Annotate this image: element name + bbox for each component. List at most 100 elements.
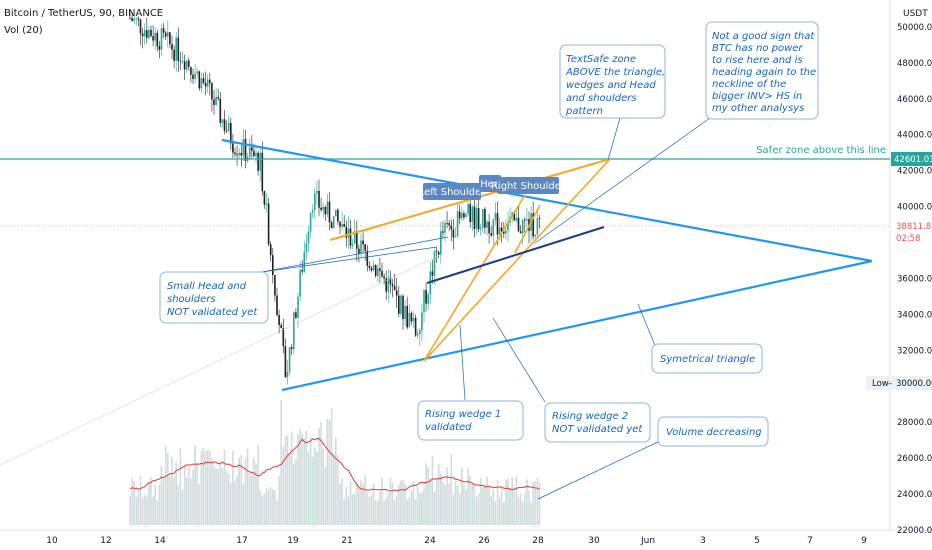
volume-bar (221, 468, 224, 525)
candle-body (482, 208, 484, 228)
volume-bar (377, 500, 379, 525)
candle-body (404, 305, 406, 320)
volume-bar (500, 485, 503, 525)
candle-body (175, 37, 177, 61)
volume-bar (511, 477, 513, 525)
volume-bar (370, 495, 373, 525)
time-tick-label: 12 (100, 536, 111, 546)
head-box (479, 175, 501, 192)
volume-bar (314, 447, 316, 525)
volume-bar (444, 485, 446, 525)
candle-body (259, 152, 261, 171)
candle-body (433, 251, 436, 276)
candle-body (496, 213, 499, 235)
volume-bar (301, 434, 303, 525)
volume-bar (139, 475, 142, 525)
candle-body (257, 152, 259, 171)
volume-bar (461, 467, 463, 525)
candle-body (282, 328, 285, 347)
volume-bar (278, 476, 280, 525)
volume-bar (473, 482, 476, 525)
candle-body (345, 226, 348, 238)
volume-bar (242, 484, 245, 525)
candle-body (177, 37, 180, 61)
low-price-badge: Low – 30000.00 (866, 376, 932, 390)
candle-body (278, 315, 280, 325)
callout-wedge1: Rising wedge 1 validated (417, 400, 524, 441)
candle-body (183, 61, 186, 70)
volume-bar (234, 481, 236, 525)
callout-textsafe-line: pattern (565, 106, 603, 117)
symbol-title[interactable]: Bitcoin / TetherUS, 90, BINANCE (4, 8, 163, 19)
candle-body (534, 234, 537, 237)
candle-body (167, 32, 169, 37)
candle-body (360, 240, 362, 254)
volume-bar (463, 484, 465, 525)
candle-body (335, 209, 337, 217)
volume-layer (129, 399, 541, 525)
time-tick-label: 17 (236, 536, 247, 546)
volume-bar (255, 464, 257, 525)
price-tick-label: 32000.00 (897, 346, 932, 356)
time-tick-label: 5 (754, 536, 760, 546)
candle-body (538, 218, 541, 219)
safe-zone-price-box (891, 152, 932, 166)
candle-body (242, 139, 245, 156)
callout-not-good-line: bigger INV> HS in (712, 91, 802, 102)
volume-bar (286, 434, 289, 525)
candle-body (232, 143, 234, 153)
time-tick-label: 26 (478, 536, 490, 546)
volume-bar (475, 496, 478, 525)
volume-bar (179, 448, 182, 525)
volume-bar (169, 476, 171, 525)
volume-bar (484, 484, 486, 525)
candle-body (169, 32, 171, 45)
volume-bar (288, 453, 291, 525)
volume-bar (269, 487, 272, 525)
volume-bar (188, 466, 190, 525)
candle-body (280, 324, 282, 329)
volume-bar (253, 457, 255, 525)
volume-ma-line (129, 437, 540, 492)
volume-bar (211, 457, 213, 525)
candle-body (494, 213, 497, 220)
time-ticks: 10 12 14 17 19 21 24 26 28 30 Jun 3 5 7 9 (46, 536, 867, 546)
volume-bar (225, 470, 228, 525)
volume-bar (263, 493, 266, 525)
volume-bar (190, 478, 192, 525)
currency-label[interactable]: USDT (903, 9, 928, 19)
volume-bar (385, 497, 387, 525)
connector-textsafe (607, 117, 621, 161)
candle-body (463, 213, 465, 218)
price-tick-label: 28000.00 (897, 418, 932, 428)
volume-bar (538, 482, 541, 525)
candle-body (448, 223, 450, 226)
candle-body (507, 222, 509, 231)
callout-textsafe-line: and shoulders (566, 93, 637, 104)
volume-bar (305, 430, 308, 525)
volume-bar (183, 465, 186, 525)
volume-bar (328, 419, 331, 525)
price-tick-label: 50000.00 (897, 23, 932, 33)
volume-bar (393, 500, 396, 525)
candle-body (458, 211, 461, 219)
candle-body (309, 212, 312, 232)
time-tick-label: Jun (640, 536, 655, 546)
price-tick-label: 26000.00 (897, 454, 932, 464)
candle-body (227, 122, 230, 132)
volume-bar (177, 484, 180, 525)
volume-bar (209, 450, 211, 525)
callout-wedge2-line: NOT validated yet (552, 424, 643, 435)
candle-body (311, 210, 314, 213)
candle-body (425, 290, 427, 304)
volume-bar (293, 463, 295, 525)
volume-bar (503, 502, 505, 525)
volume-bar (414, 499, 417, 525)
triangle-upper-line (221, 138, 873, 263)
callout-symetrical: Symetrical triangle (651, 343, 763, 374)
volume-bar (488, 486, 490, 525)
volume-bar (404, 484, 406, 525)
volume-indicator-label[interactable]: Vol (20) (4, 25, 43, 36)
candle-body (297, 296, 299, 318)
candle-body (234, 152, 236, 155)
